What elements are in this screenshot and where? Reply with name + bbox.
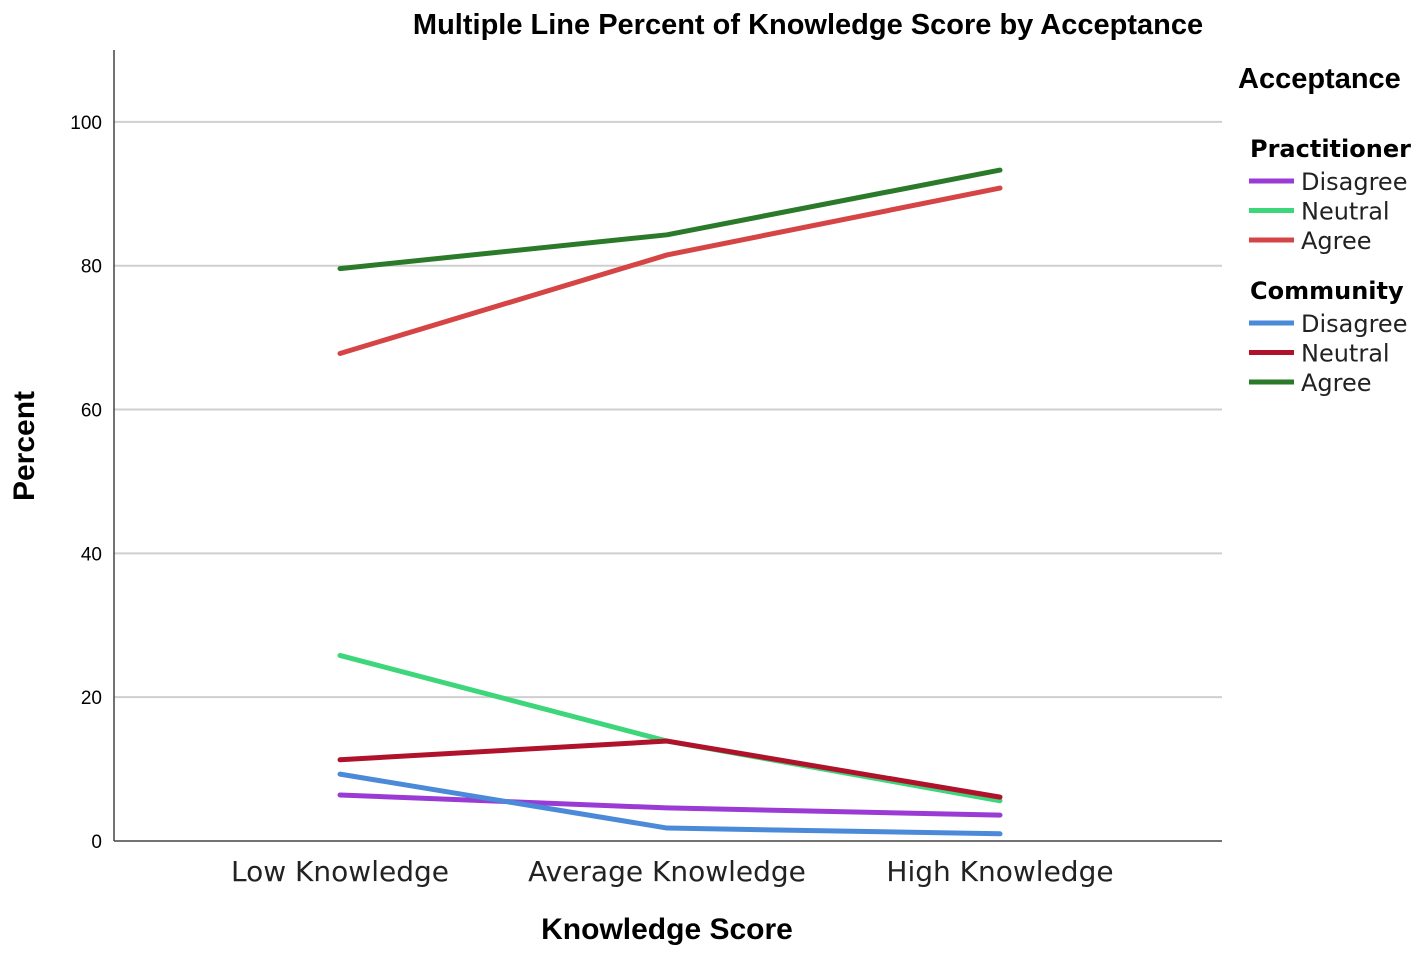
legend-label: Agree <box>1301 227 1372 255</box>
grid-lines <box>114 120 1222 699</box>
y-tick-label: 80 <box>81 257 102 278</box>
series-line-practitioner-agree <box>337 185 1003 356</box>
y-tick-label: 40 <box>81 544 102 565</box>
legend-label: Neutral <box>1301 340 1390 368</box>
series-lines <box>337 167 1003 837</box>
legend-label: Disagree <box>1301 310 1407 338</box>
legend-label: Disagree <box>1301 168 1407 196</box>
legend-label: Agree <box>1301 369 1372 397</box>
y-tick-label: 100 <box>70 113 102 134</box>
legend-title: Acceptance <box>1238 63 1401 95</box>
legend: Acceptance PractitionerDisagreeNeutralAg… <box>1238 63 1411 397</box>
axes <box>113 50 1222 842</box>
y-tick-label: 20 <box>81 688 102 709</box>
y-axis-title: Percent <box>8 391 41 501</box>
y-tick-label: 60 <box>81 401 102 422</box>
chart-title: Multiple Line Percent of Knowledge Score… <box>413 9 1203 41</box>
x-tick-label: Average Knowledge <box>528 855 806 888</box>
x-tick-label: Low Knowledge <box>231 855 449 888</box>
y-tick-labels: 0 20 40 60 80 100 <box>70 113 102 853</box>
series-line-community-disagree <box>337 771 1003 837</box>
y-tick-label: 0 <box>91 832 102 853</box>
series-line-community-agree <box>337 167 1003 272</box>
x-axis-title: Knowledge Score <box>541 913 793 946</box>
x-tick-labels: Low Knowledge Average Knowledge High Knowl… <box>231 855 1114 888</box>
legend-label: Neutral <box>1301 198 1390 226</box>
series-line-practitioner-disagree <box>337 792 1003 818</box>
legend-group-title: Community <box>1250 277 1404 305</box>
legend-group-title: Practitioner <box>1250 135 1411 163</box>
x-tick-label: High Knowledge <box>886 855 1113 888</box>
series-line-community-neutral <box>337 738 1003 800</box>
